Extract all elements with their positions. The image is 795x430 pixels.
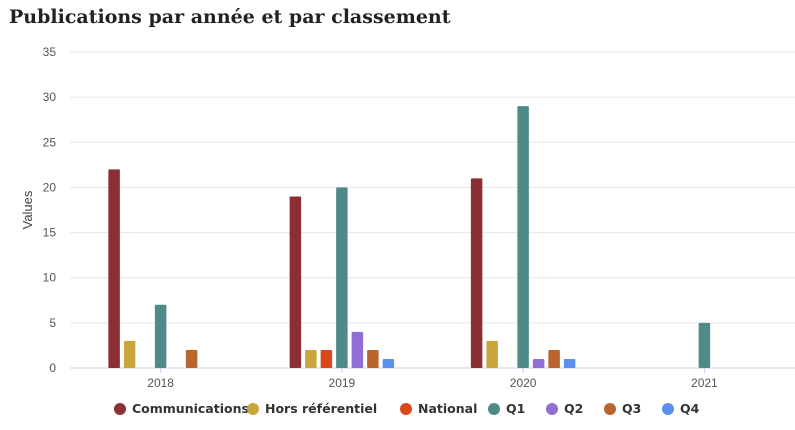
legend-label: Q1 [506,401,525,416]
legend-marker [604,403,616,415]
legend-item-q3[interactable]: Q3 [604,401,641,416]
legend-marker [400,403,412,415]
bar-q3-2018[interactable] [185,349,198,368]
y-tick-label: 10 [43,271,57,285]
legend-marker [488,403,500,415]
bar-q2-2019[interactable] [351,331,364,368]
y-tick-label: 5 [49,316,56,330]
legend-label: Q2 [564,401,583,416]
y-tick-label: 30 [43,90,57,104]
legend-item-hors-r-f-rentiel[interactable]: Hors référentiel [247,401,377,416]
bar-communications-2018[interactable] [108,169,120,368]
x-tick-label: 2019 [329,376,356,390]
y-axis-label: Values [20,190,35,229]
chart-title: Publications par année et par classement [9,6,451,28]
y-tick-label: 0 [49,361,56,375]
legend-label: Q4 [680,401,700,416]
legend-label: Hors référentiel [265,401,377,416]
bar-hors-r-f-rentiel-2020[interactable] [486,340,498,368]
bar-q1-2018[interactable] [154,304,167,368]
bar-hors-r-f-rentiel-2019[interactable] [305,349,317,368]
x-tick-label: 2021 [691,376,718,390]
y-tick-label: 25 [43,135,57,149]
bar-q3-2020[interactable] [548,349,560,368]
legend-marker [114,403,126,415]
legend-item-q4[interactable]: Q4 [662,401,700,416]
bar-q1-2019[interactable] [336,187,348,368]
x-tick-label: 2020 [510,376,537,390]
bar-q2-2020[interactable] [532,358,545,368]
legend-marker [247,403,259,415]
bar-q1-2020[interactable] [517,106,529,369]
legend-marker [662,403,674,415]
y-tick-label: 15 [43,226,57,240]
x-tick-label: 2018 [147,376,174,390]
legend-label: Q3 [622,401,641,416]
bar-national-2019[interactable] [320,349,333,368]
legend-item-q1[interactable]: Q1 [488,401,525,416]
legend-marker [546,403,558,415]
legend-item-communications[interactable]: Communications [114,401,249,416]
legend-label: Communications [132,401,249,416]
y-tick-label: 35 [43,45,57,59]
bar-communications-2019[interactable] [289,196,302,368]
bar-q1-2021[interactable] [698,322,711,368]
legend-item-q2[interactable]: Q2 [546,401,583,416]
bar-communications-2020[interactable] [470,178,483,368]
legend-item-national[interactable]: National [400,401,477,416]
legend-label: National [418,401,477,416]
bar-q4-2019[interactable] [382,358,395,368]
bar-q4-2020[interactable] [563,358,576,368]
y-tick-label: 20 [43,180,57,194]
bar-hors-r-f-rentiel-2018[interactable] [123,340,136,368]
bar-q3-2019[interactable] [367,349,379,368]
